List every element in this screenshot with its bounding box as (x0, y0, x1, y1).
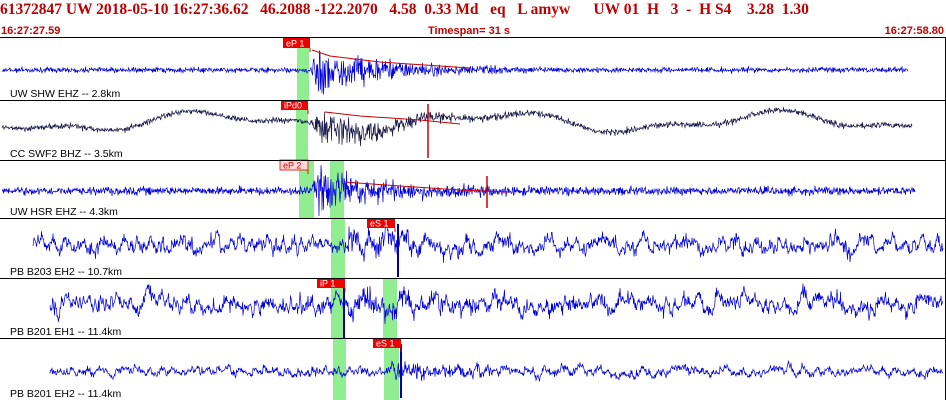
waveform-trace (1, 50, 909, 95)
timespan-label: Timespan= 31 s (428, 25, 511, 37)
channel-label: PB B201 EH1 -- 11.4km (10, 326, 122, 338)
phase-pick-text: iP 1 (320, 279, 335, 289)
phase-pick-label[interactable]: eP 1 (283, 38, 311, 52)
waveform-trace (1, 107, 913, 147)
phase-pick-text: eP 1 (286, 39, 304, 49)
coda-curve (344, 181, 511, 193)
waveform-trace (1, 165, 916, 217)
phase-pick-text: eS 1 (376, 339, 395, 349)
waveform-trace (32, 219, 944, 263)
pick-window (297, 39, 309, 100)
coda-curve (311, 49, 471, 69)
phase-pick-label[interactable]: eS 1 (373, 338, 402, 352)
phase-pick-text: eP 2 (283, 161, 301, 171)
channel-label: UW HSR EHZ -- 4.3km (10, 206, 118, 218)
phase-pick-label[interactable]: iP 1 (317, 278, 346, 292)
phase-pick-text: eS 1 (370, 219, 389, 229)
pick-window (384, 339, 399, 400)
waveform-trace (49, 360, 944, 382)
pick-window (330, 161, 344, 218)
channel-label: PB B201 EH2 -- 11.4km (10, 388, 122, 400)
channel-label: PB B203 EH2 -- 10.7km (10, 266, 122, 278)
channel-label: CC SWF2 BHZ -- 3.5km (10, 148, 123, 160)
phase-pick-text: iPd0 (284, 101, 302, 111)
phase-pick-label[interactable]: eS 1 (367, 218, 396, 232)
pick-window (296, 101, 308, 160)
waveform-trace (49, 283, 944, 324)
channel-label: UW SHW EHZ -- 2.8km (10, 88, 120, 100)
end-time-label: 16:27:58.80 (884, 25, 944, 37)
pick-window (331, 219, 345, 278)
phase-pick-label[interactable]: iPd0 (281, 100, 309, 114)
start-time-label: 16:27:27.59 (1, 25, 61, 37)
event-header: 61372847 UW 2018-05-10 16:27:36.62 46.20… (0, 1, 809, 18)
pick-window (331, 279, 345, 338)
coda-curve (324, 111, 461, 125)
